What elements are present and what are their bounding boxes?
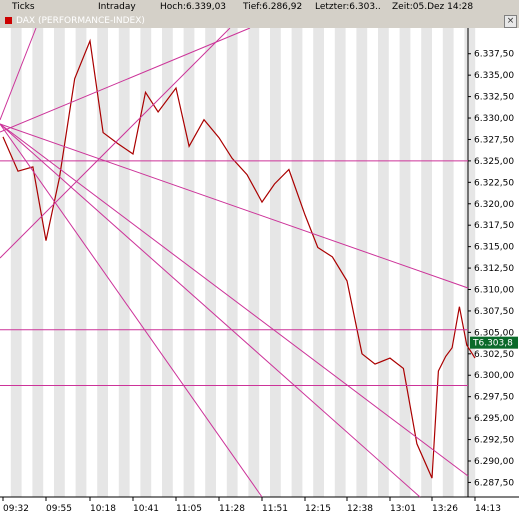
y-tick-label: 6.312,50 [474, 264, 514, 274]
last-value: Letzter:6.303.. [315, 2, 381, 12]
chart-band [162, 28, 173, 497]
chart-band [378, 28, 389, 497]
y-tick-label: 6.337,50 [474, 50, 514, 60]
y-tick-label: 6.295,00 [474, 414, 514, 424]
y-tick-label: 6.322,50 [474, 178, 514, 188]
chart-band [140, 28, 152, 497]
chart-title: DAX (PERFORMANCE-INDEX) [16, 16, 145, 26]
x-tick-label: 11:28 [219, 504, 245, 514]
price-line [2, 38, 476, 479]
chart-band [442, 28, 454, 497]
trend-line-1 [0, 123, 469, 289]
chart-band [399, 28, 411, 497]
y-tick-label: 6.302,50 [474, 350, 514, 360]
y-tick-label: 6.332,50 [474, 93, 514, 103]
chart-band [32, 28, 44, 497]
x-tick-label: 12:38 [347, 504, 373, 514]
y-tick-label: 6.305,00 [474, 328, 514, 338]
chart-band [270, 28, 281, 497]
y-tick-label: 6.292,50 [474, 436, 514, 446]
ticks-selector[interactable]: Ticks [12, 2, 35, 12]
y-tick-label: 6.325,00 [474, 157, 514, 167]
x-tick-label: 14:13 [475, 504, 501, 514]
low-value: Tief:6.286,92 [243, 2, 303, 12]
trend-line-3 [0, 123, 421, 498]
x-tick-label: 12:15 [305, 504, 331, 514]
intraday-selector[interactable]: Intraday [98, 2, 136, 12]
chart-band [54, 28, 65, 497]
chart-band [118, 28, 130, 497]
chart-band [291, 28, 303, 497]
chart-band [334, 28, 346, 497]
last-price-label: T6.303,8 [472, 339, 513, 349]
last-price-badge [470, 336, 518, 349]
chart-band [226, 28, 238, 497]
y-tick-label: 6.320,00 [474, 200, 514, 210]
y-tick-label: 6.315,00 [474, 243, 514, 253]
y-tick-label: 6.310,00 [474, 286, 514, 296]
high-value: Hoch:6.339,03 [160, 2, 227, 12]
trend-line-7 [0, 27, 251, 133]
x-tick-label: 09:55 [46, 504, 72, 514]
trend-line-4 [0, 123, 263, 498]
trend-line-2 [0, 123, 469, 477]
y-tick-label: 6.317,50 [474, 221, 514, 231]
close-button[interactable]: × [504, 15, 517, 28]
y-tick-label: 6.330,00 [474, 114, 514, 124]
chart-band [97, 28, 108, 497]
chart-title-bar: DAX (PERFORMANCE-INDEX) [0, 15, 519, 28]
x-tick-label: 10:18 [90, 504, 116, 514]
y-tick-label: 6.327,50 [474, 135, 514, 145]
x-tick-label: 09:32 [3, 504, 29, 514]
chart-band [313, 28, 324, 497]
chart-band [10, 28, 22, 497]
y-tick-label: 6.307,50 [474, 307, 514, 317]
chart-band [356, 28, 368, 497]
y-tick-label: 6.297,50 [474, 393, 514, 403]
trend-line-6 [0, 27, 231, 259]
chart-band [205, 28, 216, 497]
x-tick-label: 11:05 [176, 504, 202, 514]
chart-background [0, 28, 519, 519]
y-tick-label: 6.290,00 [474, 457, 514, 467]
y-tick-label: 6.335,00 [474, 71, 514, 81]
chart-band [464, 28, 476, 497]
x-tick-label: 13:26 [432, 504, 458, 514]
x-tick-label: 11:51 [262, 504, 288, 514]
x-tick-label: 13:01 [390, 504, 416, 514]
chart-band [421, 28, 432, 497]
time-value: Zeit:05.Dez 14:28 [392, 2, 474, 12]
chart-toolbar: Ticks Intraday Hoch:6.339,03 Tief:6.286,… [0, 0, 519, 16]
chart-band [248, 28, 260, 497]
trend-line-5 [0, 27, 37, 121]
y-tick-label: 6.300,00 [474, 371, 514, 381]
x-tick-label: 10:41 [133, 504, 159, 514]
y-tick-label: 6.287,50 [474, 478, 514, 488]
series-color-icon [5, 17, 12, 24]
chart-band [183, 28, 195, 497]
chart-band [75, 28, 87, 497]
